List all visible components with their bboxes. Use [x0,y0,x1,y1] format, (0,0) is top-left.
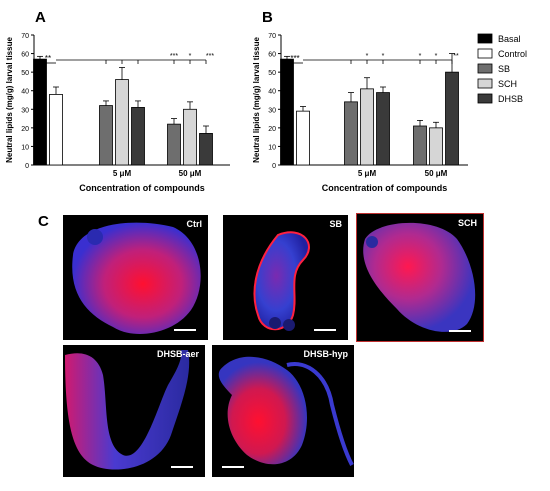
y-tick-label: 70 [21,33,29,40]
bar-sch [360,88,374,166]
bar-sb [344,101,358,166]
micrograph-sch-image [363,222,476,332]
micrograph-dhsb-aer: DHSB-aer [63,345,205,477]
y-tick-label: 20 [268,126,276,133]
micrograph-sb: SB [223,215,348,340]
bar-dhsb [199,133,213,166]
y-tick-label: 0 [272,163,276,170]
micrograph-ctrl-label: Ctrl [186,219,203,229]
bar-basal [33,58,47,166]
legend-label-sb: SB [498,64,510,74]
panel-c-letter: C [38,213,49,230]
bar-basal [280,58,294,166]
y-tick-label: 40 [268,89,276,96]
sig-mark: * [435,53,438,60]
legend-label-basal: Basal [498,34,521,44]
x-axis-label: Concentration of compounds [79,183,205,193]
bar-sb [167,123,181,166]
scale-bar [449,330,471,332]
panel-letter-A: A [35,9,46,26]
legend-swatch-control [477,48,493,59]
sig-mark: ** [45,54,51,63]
micrograph-sch-label: SCH [457,218,477,228]
y-tick-label: 20 [21,126,29,133]
micrograph-dhsb-aer-image [65,350,190,470]
bar-sch [429,127,443,166]
legend-label-control: Control [498,49,527,59]
legend-label-dhsb: DHSB [498,94,523,104]
bar-control [296,110,310,166]
panel-letter-B: B [262,9,273,26]
scale-bar [174,329,196,331]
group-label: 5 μM [113,169,132,178]
y-tick-label: 60 [268,52,276,59]
y-tick-label: 10 [21,144,29,151]
legend-swatch-sch [477,78,493,89]
legend-label-sch: SCH [498,79,517,89]
y-tick-label: 60 [21,52,29,59]
micrograph-sch: SCH [356,213,484,342]
legend-swatch-dhsb [477,93,493,104]
group-label: 5 μM [358,169,377,178]
micrograph-ctrl: Ctrl [63,215,208,340]
y-axis-label: Neutral lipids (mg/g) larval tissue [252,37,261,163]
scale-bar [314,329,336,331]
sig-mark: ** [453,53,459,60]
group-label: 50 μM [425,169,448,178]
sig-mark: * [189,53,192,60]
bar-sb [99,105,113,166]
sig-mark: * [419,53,422,60]
x-axis-label: Concentration of compounds [322,183,448,193]
micrograph-dhsb-hyp: DHSB-hyp [212,345,354,477]
y-axis-label: Neutral lipids (mg/g) larval tissue [5,37,14,163]
legend-swatch-basal [477,33,493,44]
sig-mark: * [366,53,369,60]
bar-dhsb [376,92,390,166]
y-tick-label: 0 [25,163,29,170]
scale-bar [171,466,193,468]
sig-mark: *** [206,53,214,60]
y-tick-label: 40 [21,89,29,96]
micrograph-sb-image [253,231,310,331]
sig-mark: *** [290,54,299,63]
y-tick-label: 70 [268,33,276,40]
bar-sch [115,79,129,166]
bar-control [49,94,63,166]
micrograph-sb-label: SB [329,219,342,229]
sig-mark: * [382,53,385,60]
micrograph-dhsb-aer-label: DHSB-aer [156,349,199,359]
micrograph-dhsb-hyp-label: DHSB-hyp [303,349,349,359]
micrograph-dhsb-hyp-image [218,356,354,466]
y-tick-label: 50 [268,70,276,77]
y-tick-label: 30 [21,107,29,114]
legend-swatch-sb [477,63,493,74]
bar-dhsb [131,107,145,166]
sig-mark: *** [170,53,178,60]
micrograph-ctrl-image [72,222,201,334]
bar-dhsb [445,71,459,166]
y-tick-label: 30 [268,107,276,114]
y-tick-label: 50 [21,70,29,77]
group-label: 50 μM [179,169,202,178]
bar-sch [183,108,197,166]
scale-bar [222,466,244,468]
bar-charts: A 0 10 20 30 40 50 60 70 Neutral lipids (mg/g) la… [5,9,527,193]
bar-sb [413,125,427,166]
y-tick-label: 10 [268,144,276,151]
